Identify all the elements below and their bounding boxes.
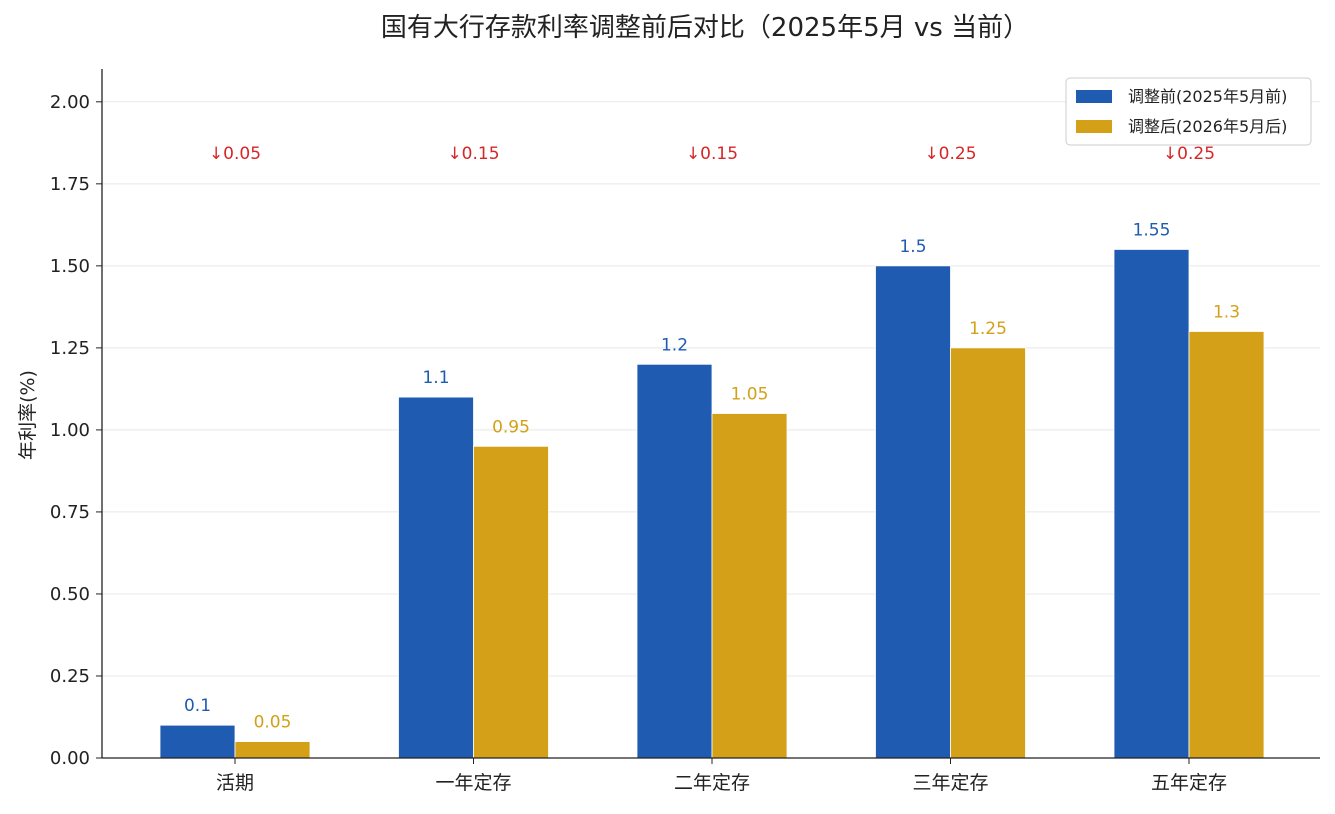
value-label: 0.05 bbox=[254, 713, 292, 733]
legend-box bbox=[1065, 77, 1312, 146]
value-label: 1.5 bbox=[899, 237, 926, 257]
x-tick-label: 一年定存 bbox=[435, 772, 511, 794]
bar-series-2-三年定存 bbox=[950, 347, 1026, 759]
bar-series-2-五年定存 bbox=[1188, 331, 1265, 759]
legend-swatch-2 bbox=[1076, 120, 1112, 133]
legend-swatch-1 bbox=[1076, 90, 1112, 103]
x-tick-label: 二年定存 bbox=[674, 772, 750, 794]
y-tick-label: 0.25 bbox=[50, 666, 90, 687]
y-tick-label: 0.50 bbox=[50, 584, 90, 605]
y-axis-label: 年利率(%) bbox=[17, 370, 39, 460]
legend: 调整前(2025年5月前) 调整后(2026年5月后) bbox=[1065, 77, 1312, 146]
bar-series-1-三年定存 bbox=[875, 265, 951, 759]
y-tick-label: 0.75 bbox=[50, 502, 90, 523]
value-label: 1.1 bbox=[422, 368, 449, 388]
value-label: 1.3 bbox=[1213, 302, 1240, 322]
value-label: 1.05 bbox=[731, 385, 769, 405]
y-tick-label: 1.00 bbox=[50, 420, 90, 441]
x-tick-label: 三年定存 bbox=[912, 772, 988, 794]
bar-series-2-二年定存 bbox=[711, 413, 788, 759]
y-tick-label: 1.25 bbox=[50, 338, 90, 359]
value-label: 1.2 bbox=[661, 335, 688, 355]
bar-series-2-一年定存 bbox=[473, 445, 549, 759]
decrease-annotation: ↓0.25 bbox=[1163, 144, 1215, 164]
y-ticks: 0.00 0.25 0.50 0.75 1.00 1.25 1.50 1.75 2.00 bbox=[50, 92, 102, 769]
legend-label-2: 调整后(2026年5月后) bbox=[1128, 117, 1287, 136]
y-tick-label: 1.50 bbox=[50, 256, 90, 277]
bars bbox=[159, 249, 1265, 759]
decrease-annotation: ↓0.05 bbox=[209, 144, 261, 164]
bar-series-1-一年定存 bbox=[398, 396, 474, 759]
bar-series-2-活期 bbox=[234, 741, 311, 759]
value-label: 1.25 bbox=[969, 319, 1007, 339]
x-tick-label: 五年定存 bbox=[1151, 772, 1227, 794]
value-labels: 0.1 0.05 1.1 0.95 1.2 1.05 1.5 1.25 1.55 1.3 bbox=[184, 220, 1240, 732]
decrease-annotation: ↓0.15 bbox=[447, 144, 499, 164]
x-ticks: 活期 一年定存 二年定存 三年定存 五年定存 bbox=[216, 758, 1227, 794]
bar-series-1-活期 bbox=[159, 724, 236, 759]
chart-title: 国有大行存款利率调整前后对比（2025年5月 vs 当前） bbox=[381, 13, 1029, 43]
value-label: 0.1 bbox=[184, 696, 211, 716]
annotations: ↓0.05 ↓0.15 ↓0.15 ↓0.25 ↓0.25 bbox=[209, 144, 1215, 164]
y-tick-label: 2.00 bbox=[50, 92, 90, 113]
y-tick-label: 0.00 bbox=[50, 748, 90, 769]
decrease-annotation: ↓0.25 bbox=[924, 144, 976, 164]
bar-series-1-五年定存 bbox=[1113, 249, 1190, 759]
legend-label-1: 调整前(2025年5月前) bbox=[1128, 87, 1287, 106]
x-tick-label: 活期 bbox=[216, 772, 254, 794]
decrease-annotation: ↓0.15 bbox=[686, 144, 738, 164]
value-label: 1.55 bbox=[1133, 220, 1171, 240]
value-label: 0.95 bbox=[492, 417, 530, 437]
y-tick-label: 1.75 bbox=[50, 174, 90, 195]
bar-series-1-二年定存 bbox=[636, 363, 713, 759]
